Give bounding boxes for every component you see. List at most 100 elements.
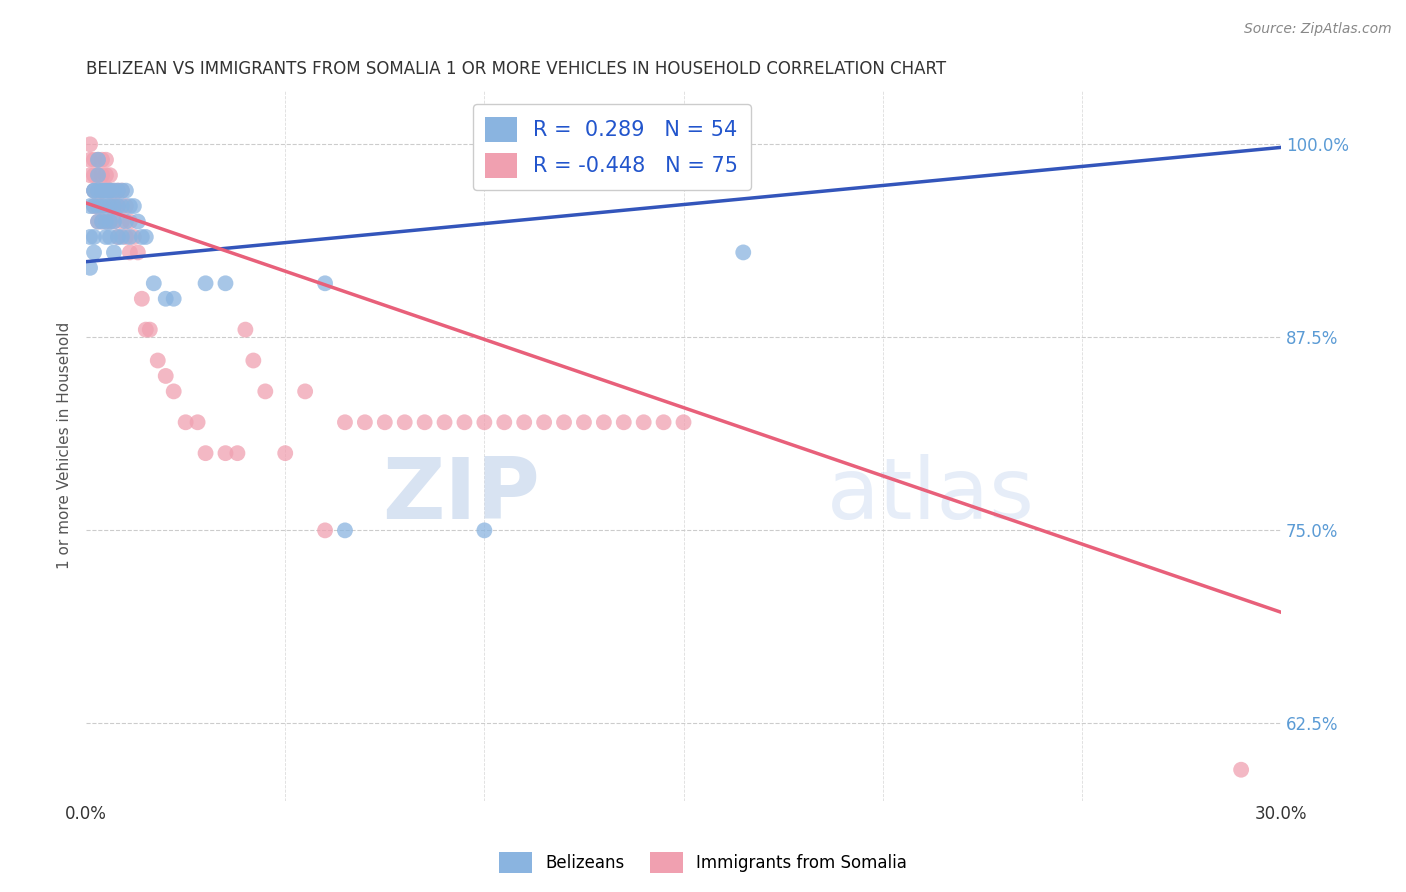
Point — [87, 214, 110, 228]
Point — [135, 323, 157, 337]
Point — [413, 415, 436, 429]
Point — [87, 199, 110, 213]
Point — [1230, 763, 1253, 777]
Point — [142, 277, 165, 291]
Point — [107, 199, 129, 213]
Point — [98, 199, 121, 213]
Point — [79, 199, 101, 213]
Text: BELIZEAN VS IMMIGRANTS FROM SOMALIA 1 OR MORE VEHICLES IN HOUSEHOLD CORRELATION : BELIZEAN VS IMMIGRANTS FROM SOMALIA 1 OR… — [86, 60, 946, 78]
Point — [118, 214, 141, 228]
Point — [533, 415, 555, 429]
Point — [472, 524, 495, 538]
Point — [146, 353, 169, 368]
Point — [91, 168, 114, 182]
Point — [98, 199, 121, 213]
Point — [83, 168, 105, 182]
Text: ZIP: ZIP — [382, 454, 540, 537]
Point — [155, 368, 177, 383]
Point — [98, 168, 121, 182]
Point — [163, 384, 186, 399]
Point — [513, 415, 536, 429]
Point — [103, 184, 125, 198]
Point — [83, 184, 105, 198]
Point — [314, 277, 336, 291]
Point — [87, 214, 110, 228]
Point — [118, 199, 141, 213]
Point — [83, 184, 105, 198]
Point — [98, 214, 121, 228]
Point — [91, 184, 114, 198]
Point — [91, 199, 114, 213]
Point — [87, 184, 110, 198]
Point — [91, 184, 114, 198]
Point — [433, 415, 456, 429]
Point — [155, 292, 177, 306]
Point — [83, 199, 105, 213]
Point — [472, 415, 495, 429]
Point — [672, 415, 695, 429]
Text: Source: ZipAtlas.com: Source: ZipAtlas.com — [1244, 22, 1392, 37]
Point — [354, 415, 377, 429]
Point — [83, 245, 105, 260]
Point — [453, 415, 475, 429]
Point — [115, 214, 138, 228]
Point — [214, 446, 236, 460]
Point — [592, 415, 614, 429]
Point — [87, 153, 110, 167]
Point — [83, 184, 105, 198]
Point — [274, 446, 297, 460]
Point — [103, 184, 125, 198]
Point — [111, 184, 134, 198]
Point — [91, 214, 114, 228]
Point — [98, 184, 121, 198]
Point — [103, 214, 125, 228]
Point — [79, 260, 101, 275]
Point — [91, 184, 114, 198]
Y-axis label: 1 or more Vehicles in Household: 1 or more Vehicles in Household — [58, 322, 72, 569]
Point — [333, 524, 356, 538]
Point — [131, 230, 153, 244]
Point — [111, 230, 134, 244]
Point — [87, 184, 110, 198]
Point — [122, 199, 145, 213]
Point — [127, 245, 149, 260]
Point — [115, 230, 138, 244]
Point — [374, 415, 396, 429]
Point — [87, 168, 110, 182]
Legend: R =  0.289   N = 54, R = -0.448   N = 75: R = 0.289 N = 54, R = -0.448 N = 75 — [472, 104, 751, 191]
Point — [553, 415, 575, 429]
Point — [107, 199, 129, 213]
Point — [98, 214, 121, 228]
Point — [115, 199, 138, 213]
Point — [652, 415, 675, 429]
Point — [111, 199, 134, 213]
Point — [79, 137, 101, 152]
Point — [103, 214, 125, 228]
Point — [394, 415, 416, 429]
Point — [115, 184, 138, 198]
Point — [122, 230, 145, 244]
Point — [107, 230, 129, 244]
Point — [94, 184, 117, 198]
Point — [94, 184, 117, 198]
Point — [83, 199, 105, 213]
Point — [91, 153, 114, 167]
Point — [194, 446, 217, 460]
Point — [94, 214, 117, 228]
Point — [79, 153, 101, 167]
Point — [127, 214, 149, 228]
Point — [98, 230, 121, 244]
Point — [83, 153, 105, 167]
Point — [226, 446, 249, 460]
Point — [94, 214, 117, 228]
Point — [103, 199, 125, 213]
Text: atlas: atlas — [827, 454, 1035, 537]
Point — [187, 415, 209, 429]
Point — [94, 230, 117, 244]
Point — [174, 415, 197, 429]
Point — [572, 415, 595, 429]
Point — [107, 184, 129, 198]
Point — [98, 184, 121, 198]
Point — [139, 323, 162, 337]
Point — [135, 230, 157, 244]
